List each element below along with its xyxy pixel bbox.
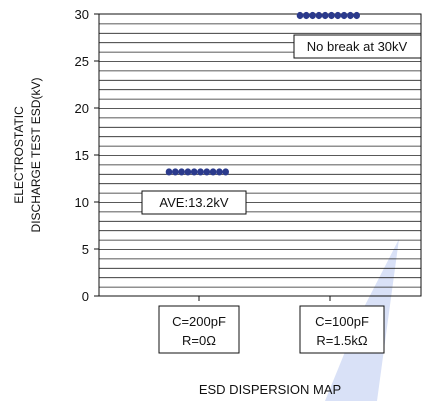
category-box [158, 305, 240, 354]
y-tick-label: 30 [75, 7, 89, 22]
data-point [203, 168, 211, 176]
y-axis-ticks: 0 5 10 15 20 25 30 [75, 7, 99, 304]
data-point [340, 11, 348, 20]
data-point [209, 168, 217, 176]
grid-lines [99, 23, 421, 288]
x-axis-ticks [198, 296, 331, 301]
data-point [184, 168, 192, 176]
annotation-average: AVE:13.2kV [141, 190, 247, 215]
category-box [299, 305, 385, 354]
y-tick-label: 15 [75, 148, 89, 163]
x-axis-title: ESD DISPERSION MAP [199, 382, 341, 397]
data-point [222, 168, 229, 176]
category-label-line2: R=1.5kΩ [316, 333, 368, 348]
annotation-no-break: No break at 30kV [293, 34, 422, 59]
y-tick-label: 25 [75, 54, 89, 69]
category-label-line1: C=100pF [315, 314, 369, 329]
data-point [353, 11, 361, 20]
data-point [172, 168, 179, 176]
y-axis-label-line1: ELECTROSTATIC [12, 106, 26, 204]
y-tick-label: 0 [82, 289, 89, 304]
data-point [309, 11, 316, 20]
y-tick-label: 5 [82, 242, 89, 257]
data-point [303, 11, 310, 20]
data-point [334, 11, 342, 20]
annotation-no-break-text: No break at 30kV [307, 39, 408, 54]
data-point [216, 168, 223, 176]
data-point [328, 11, 335, 20]
category-labels: C=200pF R=0Ω C=100pF R=1.5kΩ [158, 305, 385, 354]
annotation-average-text: AVE:13.2kV [159, 195, 228, 210]
y-axis-label-line2: DISCHARGE TEST ESD(kV) [29, 78, 43, 233]
data-point [197, 168, 204, 176]
data-point [296, 11, 304, 20]
data-point [321, 11, 329, 20]
y-tick-label: 10 [75, 195, 89, 210]
data-points [165, 11, 361, 176]
annotation-average-box [141, 190, 247, 215]
data-point [165, 168, 173, 176]
category-label-line1: C=200pF [172, 314, 226, 329]
data-point [178, 168, 185, 176]
data-point [315, 11, 323, 20]
annotation-no-break-box [293, 34, 422, 59]
data-point [190, 168, 198, 176]
data-point [347, 11, 354, 20]
y-tick-label: 20 [75, 101, 89, 116]
category-label-line2: R=0Ω [182, 333, 216, 348]
